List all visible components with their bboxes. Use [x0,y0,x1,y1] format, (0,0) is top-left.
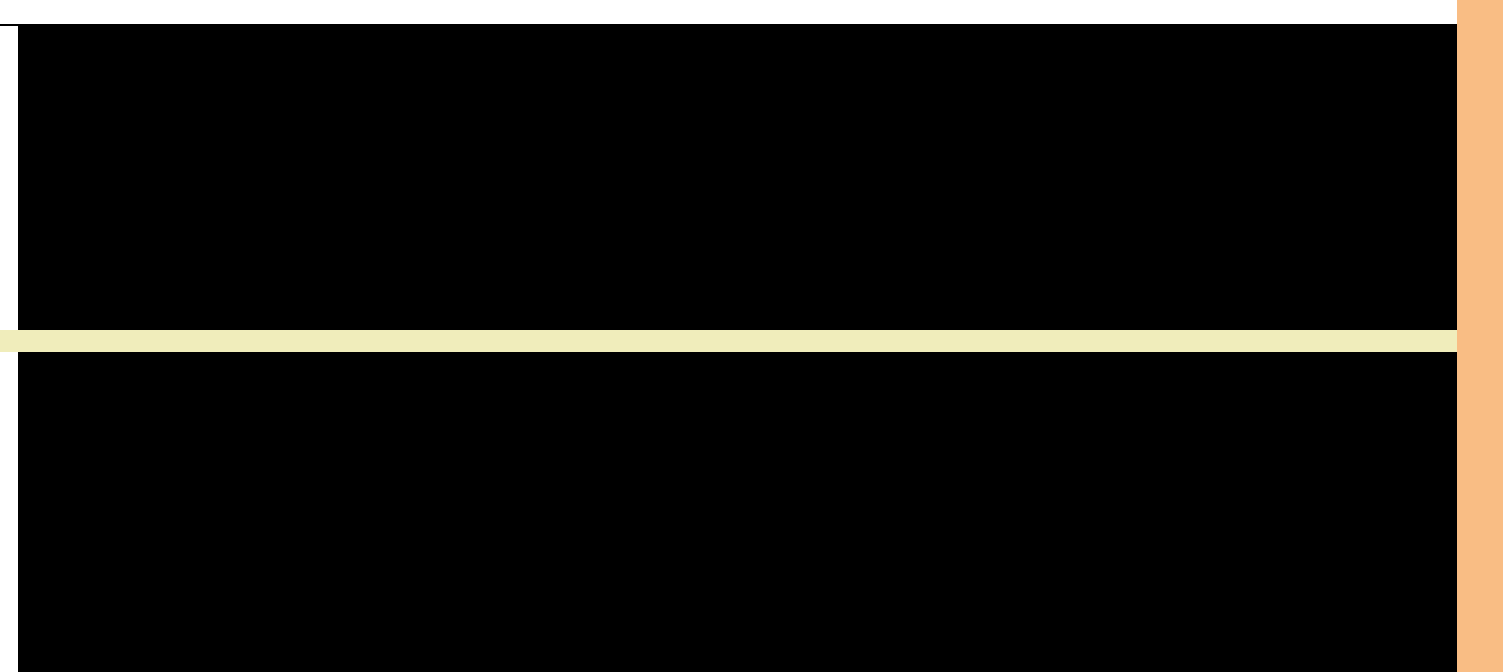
lcp-label-strip [0,352,18,672]
frequency-scale [1457,0,1503,672]
title-bar [0,0,1457,24]
rcp-spectrogram [18,26,1457,330]
rcp-label-strip [0,26,18,330]
lcp-spectrogram [18,352,1457,672]
time-axis [0,330,1457,352]
